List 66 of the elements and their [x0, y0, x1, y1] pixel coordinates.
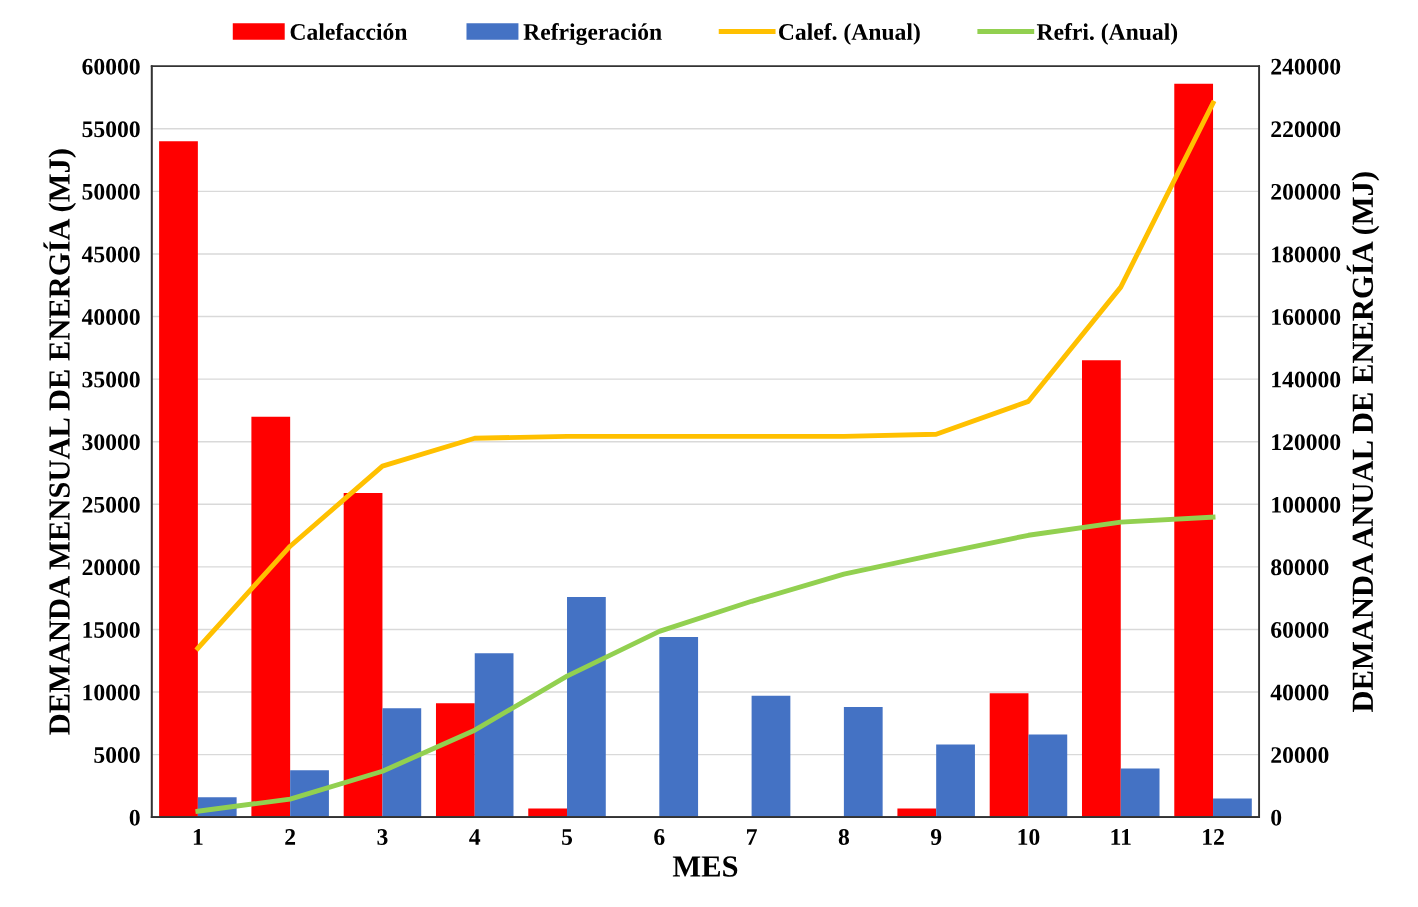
bar: [1120, 768, 1160, 818]
bar: [343, 493, 383, 818]
y2-axis-title: DEMANDA ANUAL DE ENERGÍA (MJ): [1346, 172, 1380, 712]
x-tick-label: 10: [1018, 829, 1040, 845]
x-tick-label: 11: [1111, 829, 1131, 845]
line-series: [195, 514, 1216, 814]
x-axis-title: MES: [672, 856, 738, 877]
bar: [382, 708, 422, 818]
y2-tick-label: 220000: [1271, 121, 1341, 138]
x-tick-label: 7: [747, 829, 757, 845]
bar: [474, 653, 514, 818]
y2-tick-label: 40000: [1270, 684, 1329, 701]
y-tick-label: 50000: [82, 183, 140, 200]
y-tick-label: 10000: [83, 684, 140, 701]
bar: [751, 695, 791, 818]
x-tick-label: 8: [838, 829, 850, 845]
bar: [1081, 360, 1121, 818]
x-tick-label: 6: [654, 829, 665, 845]
legend-label: Refrigeración: [523, 23, 662, 45]
y2-tick-label: 100000: [1272, 496, 1341, 513]
legend-label: Refri. (Anual): [1036, 23, 1178, 45]
x-tick-label: 3: [377, 829, 388, 845]
bar: [989, 693, 1029, 818]
x-tick-label: 2: [285, 829, 296, 845]
y2-tick-label: 200000: [1271, 183, 1341, 200]
y-tick-label: 40000: [81, 309, 140, 325]
y2-tick-label: 180000: [1272, 246, 1341, 263]
legend-label: Calef. (Anual): [778, 23, 920, 45]
y-tick-label: 25000: [82, 496, 140, 513]
x-tick-label: 5: [562, 829, 573, 845]
bar: [251, 416, 291, 818]
y-tick-label: 5000: [94, 747, 140, 764]
y-axis-title: DEMANDA MENSUAL DE ENERGÍA (MJ): [43, 149, 77, 735]
y-tick-label: 0: [129, 809, 140, 826]
y2-tick-label: 140000: [1272, 371, 1341, 388]
bar: [567, 596, 606, 818]
y-tick-label: 60000: [82, 58, 140, 75]
y2-tick-label: 80000: [1271, 559, 1329, 576]
y-tick-label: 55000: [82, 121, 140, 138]
bar: [1174, 83, 1214, 818]
bar: [936, 744, 975, 818]
bar: [528, 808, 568, 818]
y-tick-label: 45000: [81, 246, 140, 263]
bar: [843, 707, 883, 818]
y-tick-label: 30000: [82, 434, 140, 451]
y-tick-label: 20000: [82, 559, 140, 576]
x-tick-label: 4: [469, 829, 481, 845]
bar: [1213, 798, 1252, 818]
y2-tick-label: 240000: [1271, 58, 1341, 75]
bar: [159, 141, 198, 818]
legend-label: Calefacción: [290, 23, 408, 40]
x-tick-label: 12: [1203, 829, 1224, 845]
y2-tick-label: 20000: [1271, 747, 1329, 764]
x-tick-label: 1: [193, 829, 203, 845]
y-tick-label: 15000: [83, 621, 140, 638]
bar: [1028, 734, 1068, 818]
y2-tick-label: 120000: [1272, 434, 1341, 451]
bar: [897, 808, 937, 818]
bar: [435, 703, 475, 818]
y2-tick-label: 0: [1271, 809, 1282, 826]
y-tick-label: 35000: [82, 371, 140, 388]
bar: [659, 636, 699, 818]
x-tick-label: 9: [930, 829, 942, 845]
y2-tick-label: 60000: [1271, 621, 1329, 638]
line-series: [195, 100, 1216, 651]
y2-tick-label: 160000: [1272, 309, 1341, 325]
